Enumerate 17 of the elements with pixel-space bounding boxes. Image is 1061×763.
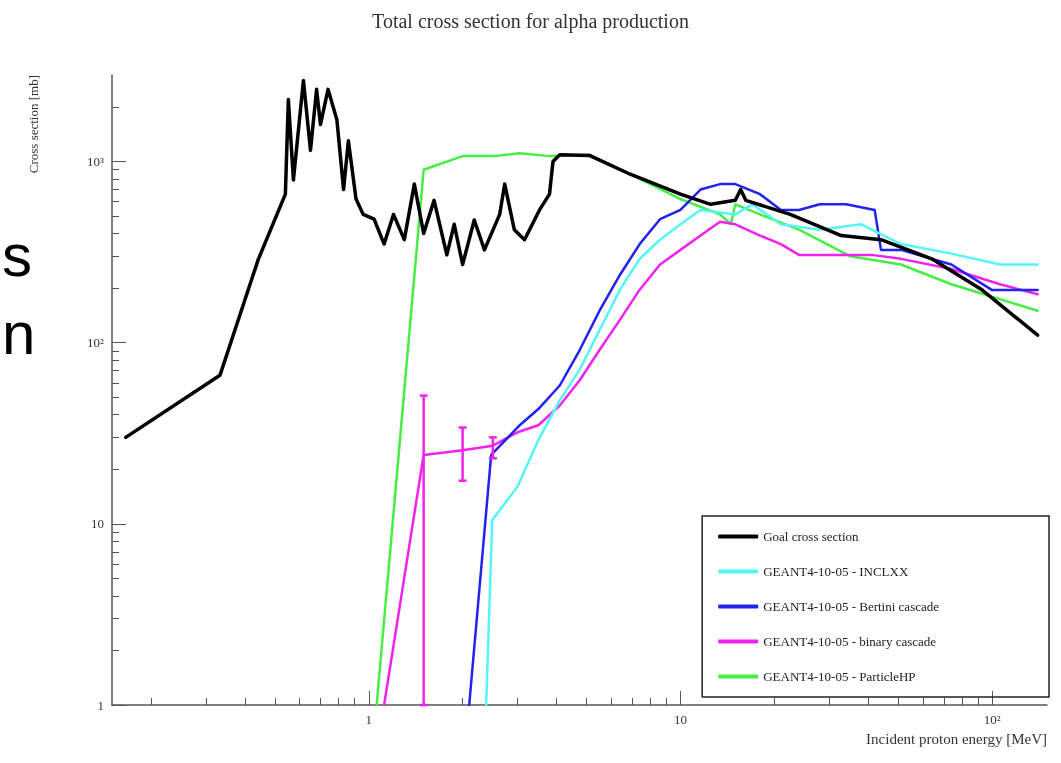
legend-label: GEANT4-10-05 - INCLXX <box>763 564 909 579</box>
x-tick-label: 10 <box>673 712 687 727</box>
text: s <box>2 221 32 289</box>
legend-label: GEANT4-10-05 - Bertini cascade <box>763 599 940 614</box>
x-tick-label: 1 <box>365 712 373 727</box>
y-tick-label: 1 <box>97 697 104 713</box>
legend-label: Goal cross section <box>763 529 860 544</box>
legend-label: GEANT4-10-05 - ParticleHP <box>763 669 916 684</box>
x-tick-label: 10² <box>983 712 1001 727</box>
chart-title: Total cross section for alpha production <box>372 10 689 33</box>
y-tick-label: 10 <box>91 516 104 532</box>
y-axis-title: Cross section [mb] <box>26 75 41 174</box>
legend-label: GEANT4-10-05 - binary cascade <box>763 634 937 649</box>
x-axis-title: Incident proton energy [MeV] <box>866 730 1047 747</box>
text: n <box>2 299 36 367</box>
y-tick-label: 10² <box>87 335 105 351</box>
y-tick-label: 10³ <box>87 153 105 169</box>
